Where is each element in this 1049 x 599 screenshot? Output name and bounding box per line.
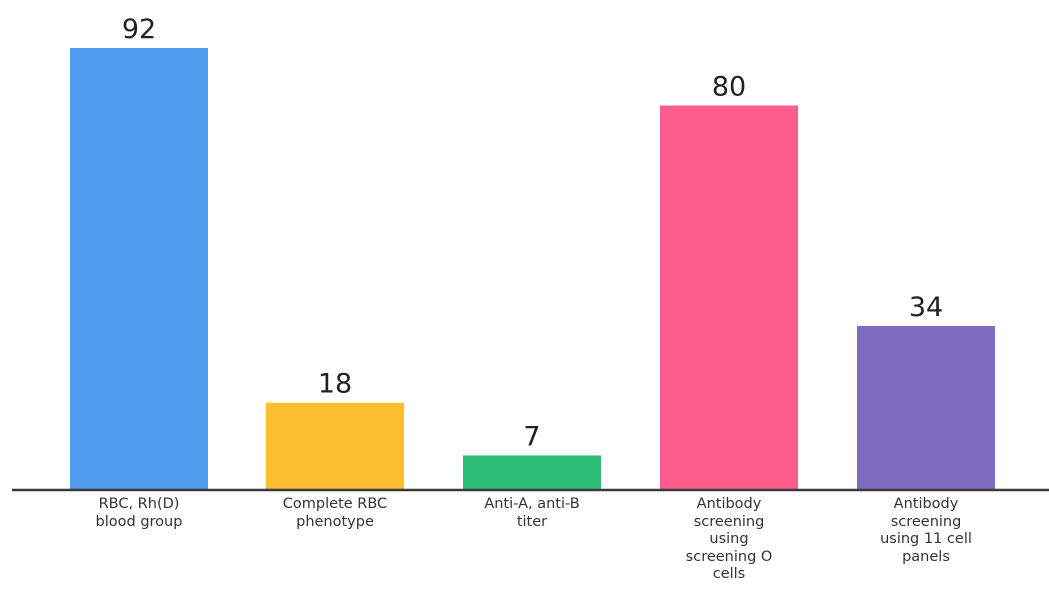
category-label-1: RBC, Rh(D) blood group (95, 496, 183, 530)
value-label-2: 18 (318, 369, 352, 400)
value-labels-group: 92 18 7 80 34 (122, 14, 943, 452)
value-label-4: 80 (712, 72, 746, 103)
bar-4 (660, 105, 798, 490)
value-label-1: 92 (122, 14, 156, 45)
bar-2 (266, 402, 404, 489)
bar-3 (463, 455, 601, 489)
bars-group (70, 48, 995, 490)
bar-1 (70, 48, 208, 489)
category-label-2: Complete RBC phenotype (282, 496, 388, 530)
category-label-4: Antibody screening using screening O cel… (685, 496, 773, 582)
category-label-3: Anti-A, anti-B titer (484, 496, 580, 530)
value-label-5: 34 (909, 292, 943, 323)
category-label-5: Antibody screening using 11 cell panels (880, 496, 972, 565)
value-label-3: 7 (523, 421, 540, 452)
bar-5 (857, 326, 995, 489)
